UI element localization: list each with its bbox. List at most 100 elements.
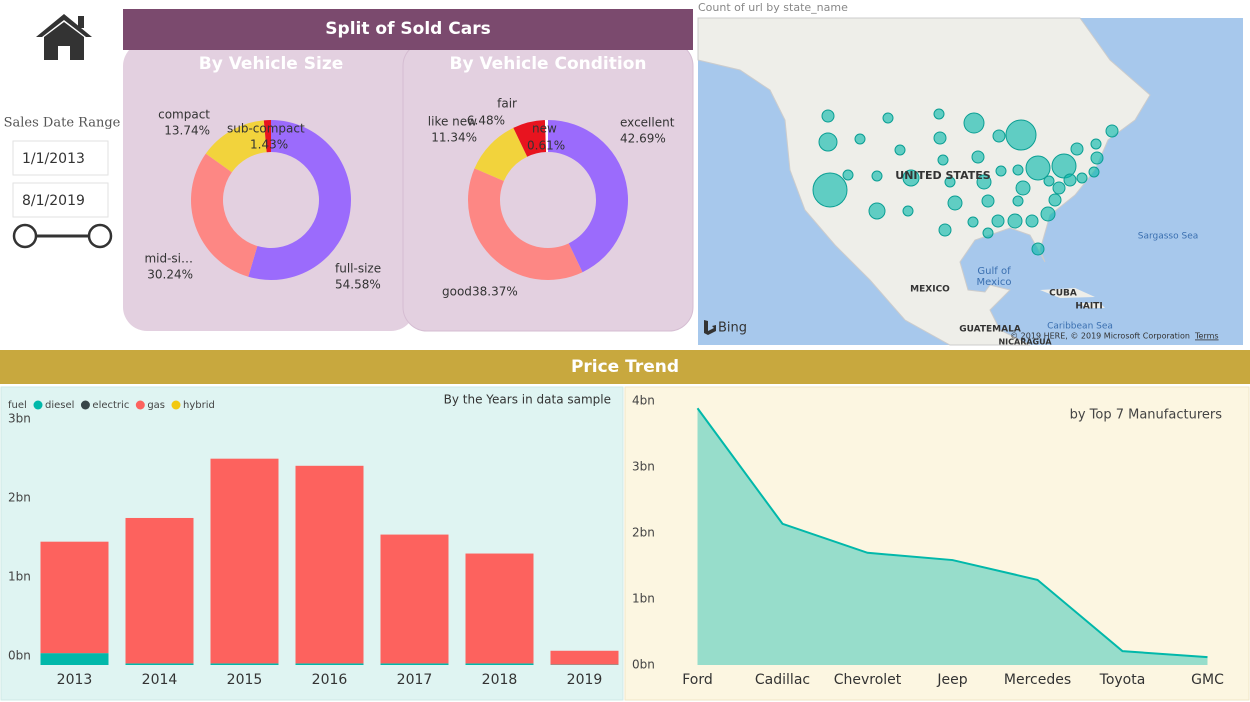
bar-segment — [550, 650, 619, 665]
x-tick-label: Ford — [682, 672, 713, 688]
map-bubble — [976, 174, 992, 190]
map-bubble — [938, 223, 952, 237]
area-line — [696, 407, 1208, 659]
bar-segment — [295, 663, 364, 665]
map-label: Caribbean Sea — [1047, 322, 1113, 332]
map-bubble — [1025, 214, 1039, 228]
map-bubble — [854, 133, 866, 145]
slice-value-label: 13.74% — [164, 124, 210, 138]
donut-slice — [548, 119, 629, 273]
map-bubble — [933, 131, 947, 145]
end-date-box[interactable] — [12, 182, 109, 218]
slice-label: sub-compact — [227, 122, 305, 136]
donut-title: By Vehicle Size — [199, 54, 344, 74]
slice-label: compact — [158, 108, 210, 122]
map-label: CUBA — [1049, 289, 1077, 299]
map-bubble — [871, 170, 883, 182]
slice-value-label: 30.24% — [147, 268, 193, 282]
map-bubble — [981, 194, 995, 208]
legend-swatch — [33, 400, 43, 410]
bar-segment — [210, 663, 279, 665]
map-bubble — [933, 108, 945, 120]
slice-value-label: 42.69% — [620, 132, 666, 146]
map-bubble — [963, 112, 985, 134]
slice-label: new — [532, 122, 557, 136]
area-panel — [624, 386, 1250, 701]
legend-label: hybrid — [183, 400, 215, 411]
map-bubble — [868, 202, 886, 220]
map-bubble — [944, 176, 956, 188]
map-brand: Bing — [718, 321, 747, 336]
x-tick-label: Chevrolet — [834, 672, 902, 688]
filter-label: Sales Date Range — [4, 116, 121, 131]
bar-segment — [380, 663, 449, 665]
legend-label: diesel — [45, 400, 74, 411]
bar-segment — [465, 663, 534, 665]
map-terms[interactable]: Terms — [1194, 332, 1219, 341]
map-bubble — [1105, 124, 1119, 138]
x-tick-label: 2017 — [397, 672, 433, 688]
start-date-box[interactable] — [12, 140, 109, 176]
map-bubble — [821, 109, 835, 123]
slice-value-label: 38.37% — [472, 285, 518, 299]
bar-segment — [380, 534, 449, 664]
map-label: UNITED STATES — [895, 169, 990, 182]
donut-slice — [205, 120, 267, 173]
map-bubble — [1015, 180, 1031, 196]
map[interactable]: UNITED STATES Gulf of Mexico MEXICO CUBA HAIT… — [697, 17, 1243, 347]
x-tick-label: 2015 — [227, 672, 263, 688]
trend-header — [0, 350, 1250, 384]
map-label: MEXICO — [910, 285, 950, 295]
map-title: Count of url by state_name — [698, 1, 848, 14]
legend-swatch — [80, 400, 90, 410]
bar-segment — [40, 541, 109, 654]
legend-label: electric — [92, 400, 129, 411]
map-bubble — [971, 150, 985, 164]
map-attribution: © 2019 HERE, © 2019 Microsoft Corporatio… — [1010, 332, 1190, 341]
slice-label: fair — [497, 97, 517, 111]
bar-segment — [295, 465, 364, 664]
map-bubble — [1012, 195, 1024, 207]
map-bubble — [902, 169, 920, 187]
map-label: NICARAGUA — [998, 338, 1052, 347]
map-bubble — [992, 129, 1006, 143]
legend-title: fuel — [8, 400, 27, 411]
slice-value-label: 54.58% — [335, 278, 381, 292]
donut-panel — [123, 42, 415, 331]
donut-slice — [544, 120, 548, 153]
trend-title: Price Trend — [571, 357, 679, 377]
slice-value-label: 6.48% — [467, 114, 505, 128]
bar-segment — [40, 653, 109, 665]
map-bubble — [995, 165, 1007, 177]
chart-subtitle: By the Years in data sample — [444, 393, 611, 407]
map-bubble — [982, 227, 994, 239]
y-tick-label: 1bn — [8, 569, 31, 583]
bar-segment — [465, 553, 534, 664]
x-tick-label: 2014 — [142, 672, 178, 688]
y-tick-label: 0bn — [8, 649, 31, 663]
y-tick-label: 2bn — [8, 490, 31, 504]
slice-label: excellent — [620, 116, 675, 130]
chart-subtitle: by Top 7 Manufacturers — [1070, 408, 1223, 423]
map-bubble — [818, 132, 838, 152]
map-bubble — [1005, 119, 1037, 151]
slice-label: good — [442, 285, 472, 299]
map-bubble — [937, 154, 949, 166]
map-bubble — [1088, 166, 1100, 178]
x-tick-label: Mercedes — [1004, 672, 1071, 688]
y-tick-label: 0bn — [632, 658, 655, 672]
bar-segment — [125, 517, 194, 664]
split-header — [123, 9, 693, 50]
home-button[interactable] — [36, 14, 92, 60]
slider-handle[interactable] — [12, 223, 38, 249]
slider-handle[interactable] — [87, 223, 113, 249]
map-bubble — [1090, 151, 1104, 165]
y-tick-label: 3bn — [632, 460, 655, 474]
map-bubble — [967, 216, 979, 228]
map-label: HAITI — [1075, 302, 1102, 312]
slice-label: like new — [428, 115, 477, 129]
donut-slice — [474, 127, 528, 182]
map-label: GUATEMALA — [959, 325, 1021, 335]
end-date: 8/1/2019 — [22, 193, 85, 209]
map-bubble — [1007, 213, 1023, 229]
